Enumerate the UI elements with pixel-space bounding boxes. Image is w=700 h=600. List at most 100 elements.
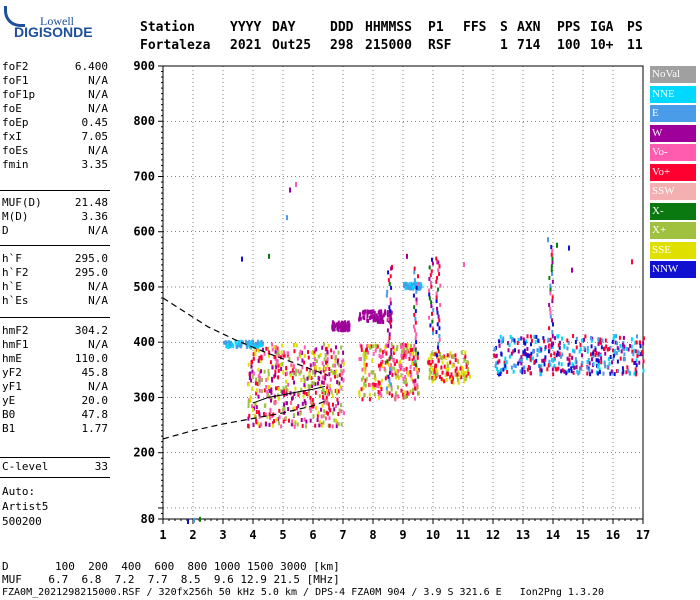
echo-point [302,390,305,395]
echo-point [409,369,412,374]
echo-point [436,259,438,265]
echo-point [331,320,334,325]
echo-point [326,356,329,361]
echo-point [328,372,331,377]
echo-point [547,349,550,354]
echo-point [394,397,397,402]
echo-point [594,347,597,352]
echo-point [342,411,345,416]
echo-point [601,338,604,343]
echo-point [430,355,433,360]
echo-point [272,423,275,428]
echo-point [635,363,638,368]
param-value: N/A [88,88,108,101]
echo-point [467,371,470,376]
echo-point [300,387,303,392]
echo-point [598,370,601,375]
echo-point [390,366,393,371]
echo-point [277,417,280,422]
echo-point [341,371,344,376]
echo-point [403,367,406,372]
echo-point [540,371,543,376]
echo-point [439,355,442,360]
echo-point [560,362,563,367]
echo-point [599,337,602,342]
echo-point [267,393,270,398]
echo-point [375,313,378,318]
echo-point [300,418,303,423]
echo-point [557,366,560,371]
echo-point [338,408,341,413]
echo-point [529,357,532,362]
echo-point [526,356,529,361]
header-label: PS [627,20,643,35]
echo-point [311,397,314,402]
echo-point [507,348,510,353]
echo-point [327,423,330,428]
echo-point [377,380,380,385]
echo-point [635,349,638,354]
echo-point [274,373,277,378]
echo-point [387,363,390,368]
echo-point [403,394,406,399]
echo-point [454,368,457,373]
echo-point [268,422,271,427]
echo-point [526,367,529,372]
echo-point [314,423,317,428]
echo-point [257,342,260,347]
echo-point [252,371,255,376]
echo-point [457,380,460,385]
param-name: h`F [2,252,22,265]
echo-point [576,369,579,374]
header-label: Station [140,20,195,35]
echo-point [390,342,393,347]
echo-point [295,406,298,411]
echo-point [263,351,266,356]
echo-point [363,381,366,386]
echo-point [631,349,634,354]
echo-point [532,356,535,361]
param-value: 45.8 [81,366,109,379]
echo-point [373,311,376,316]
echo-point [331,370,334,375]
echo-point [611,339,614,344]
echo-point [334,418,337,423]
echo-point [257,367,260,372]
echo-point [260,377,263,382]
echo-point [598,367,601,372]
echo-point [398,361,401,366]
echo-point [258,355,261,360]
echo-point [428,361,431,366]
echo-point [547,337,550,342]
echo-point [367,309,370,314]
param-row: fmin 3.35 [2,158,108,172]
header-value: 215000 [365,38,412,53]
echo-point [301,358,304,363]
echo-point [372,314,375,319]
echo-point [368,397,371,402]
echo-point [311,383,314,388]
echo-point [635,372,638,377]
y-tick-label: 80 [141,512,155,526]
echo-point [551,260,554,265]
echo-point [255,391,258,396]
echo-point [277,368,280,373]
echo-point [437,358,440,363]
echo-point [403,390,406,395]
echo-point [310,375,313,380]
echo-point [395,375,398,380]
echo-point [400,373,403,378]
echo-point [337,422,340,427]
param-row: foEp 0.45 [2,116,108,130]
echo-point [609,355,612,360]
echo-point [635,358,638,363]
echo-point [522,337,525,342]
echo-point [584,334,587,339]
echo-point [284,416,287,421]
echo-point [273,374,276,379]
param-value: 6.400 [74,60,108,73]
echo-point [287,418,290,423]
echo-point [415,297,418,302]
echo-point [415,332,418,337]
echo-point [430,269,433,274]
